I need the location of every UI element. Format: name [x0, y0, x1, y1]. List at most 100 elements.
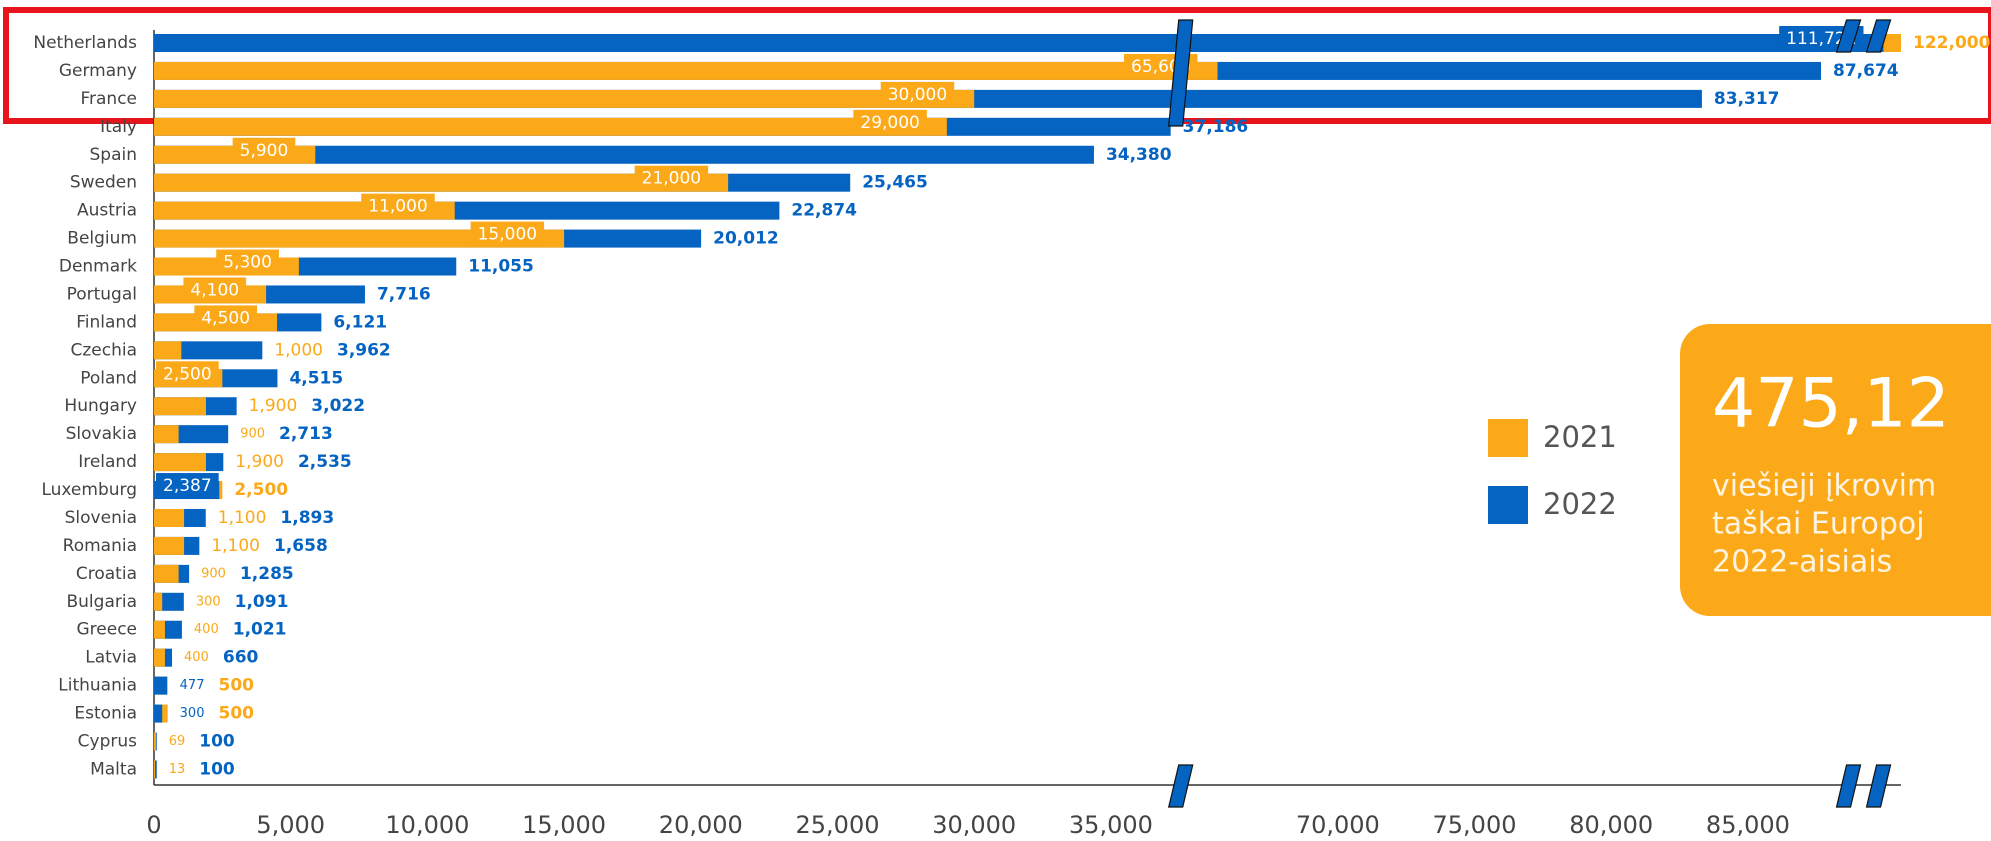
- value-label: 900: [240, 427, 265, 442]
- value-label: 3,962: [337, 340, 391, 360]
- value-label: 2,387: [163, 476, 212, 496]
- category-label: Latvia: [85, 648, 137, 668]
- value-label: 300: [196, 594, 221, 609]
- value-label: 660: [223, 648, 259, 668]
- category-label: Cyprus: [78, 732, 137, 752]
- value-label-box: [156, 361, 219, 387]
- value-label-box: [853, 109, 927, 135]
- category-label: Estonia: [74, 704, 137, 724]
- category-label: Czechia: [70, 340, 137, 360]
- x-tick-label: 75,000: [1433, 811, 1517, 839]
- value-label: 1,091: [235, 592, 289, 612]
- legend-label: 2022: [1543, 487, 1617, 521]
- axis-break: [1865, 764, 1892, 808]
- axis-break: [1167, 764, 1194, 808]
- value-label: 1,900: [235, 452, 284, 472]
- category-label: Germany: [59, 61, 137, 81]
- category-label: Spain: [90, 145, 138, 165]
- value-label: 100: [199, 759, 235, 779]
- value-label-box: [183, 277, 247, 303]
- bar: [154, 117, 947, 136]
- category-label: Croatia: [76, 564, 137, 584]
- bar: [154, 592, 163, 611]
- value-label: 11,055: [468, 257, 534, 277]
- category-label: Lithuania: [58, 676, 137, 696]
- callout-line: viešieji įkrovim: [1712, 469, 1936, 504]
- value-label: 400: [194, 622, 219, 637]
- value-label: 2,535: [298, 452, 352, 472]
- x-tick-label: 85,000: [1706, 811, 1790, 839]
- value-label-box: [470, 221, 545, 247]
- value-label-box: [634, 165, 709, 191]
- value-label: 5,300: [223, 253, 272, 273]
- category-label: Netherlands: [33, 33, 137, 53]
- category-label: Belgium: [67, 229, 137, 249]
- category-label: Denmark: [59, 257, 137, 277]
- value-label: 122,000: [1913, 33, 1991, 53]
- x-tick-label: 5,000: [256, 811, 325, 839]
- value-label: 30,000: [888, 85, 947, 105]
- value-label: 4,100: [190, 280, 239, 300]
- category-label: Poland: [80, 368, 137, 388]
- x-tick-label: 20,000: [659, 811, 743, 839]
- callout-box: [1680, 324, 1991, 616]
- callout-line: 2022-aisiais: [1712, 545, 1892, 580]
- bar: [154, 620, 165, 639]
- category-label: Sweden: [70, 173, 137, 193]
- bar: [154, 760, 157, 779]
- category-label: Luxemburg: [41, 480, 137, 500]
- x-tick-label: 15,000: [522, 811, 606, 839]
- value-label: 1,900: [249, 396, 298, 416]
- x-tick-label: 35,000: [1069, 811, 1153, 839]
- value-label: 29,000: [860, 113, 919, 133]
- value-label-box: [361, 193, 435, 219]
- category-label: Austria: [77, 201, 137, 221]
- value-label: 500: [218, 704, 254, 724]
- value-label: 37,186: [1183, 117, 1249, 137]
- bar: [154, 508, 185, 527]
- value-label: 1,100: [211, 536, 260, 556]
- x-tick-label: 80,000: [1569, 811, 1653, 839]
- callout-value: 475,12: [1712, 365, 1950, 444]
- category-label: Slovenia: [65, 508, 137, 528]
- bar: [154, 34, 1884, 52]
- axis-break: [1168, 19, 1194, 127]
- bar: [154, 536, 185, 555]
- x-tick-label: 70,000: [1296, 811, 1380, 839]
- value-label: 500: [218, 676, 254, 696]
- bar: [154, 341, 182, 360]
- category-label: Italy: [100, 117, 137, 137]
- value-label: 300: [180, 706, 205, 721]
- bar: [154, 760, 155, 779]
- value-label: 1,658: [274, 536, 328, 556]
- value-label-box: [880, 81, 955, 107]
- value-label: 477: [180, 678, 205, 693]
- category-label: Malta: [90, 759, 137, 779]
- category-label: Finland: [76, 312, 137, 332]
- value-label: 1,893: [280, 508, 334, 528]
- value-label: 100: [199, 732, 235, 752]
- bar: [154, 453, 206, 472]
- value-label: 4,500: [201, 308, 250, 328]
- value-label: 1,021: [233, 620, 287, 640]
- x-tick-label: 25,000: [796, 811, 880, 839]
- value-label: 83,317: [1714, 89, 1780, 109]
- bar: [154, 648, 165, 667]
- bar: [154, 173, 729, 192]
- bar: [154, 89, 975, 108]
- bar: [154, 676, 168, 695]
- bar: [154, 704, 163, 723]
- category-label: Slovakia: [66, 424, 137, 444]
- axis-break: [1865, 19, 1892, 53]
- value-label: 11,000: [368, 197, 427, 217]
- x-tick-label: 0: [146, 811, 161, 839]
- callout-line: taškai Europoj: [1712, 507, 1925, 542]
- category-label: France: [80, 89, 137, 109]
- axis-break: [1835, 19, 1862, 53]
- value-label: 1,100: [218, 508, 267, 528]
- value-label: 6,121: [333, 312, 387, 332]
- value-label: 15,000: [478, 225, 537, 245]
- bar: [154, 564, 179, 583]
- value-label: 69: [169, 734, 186, 749]
